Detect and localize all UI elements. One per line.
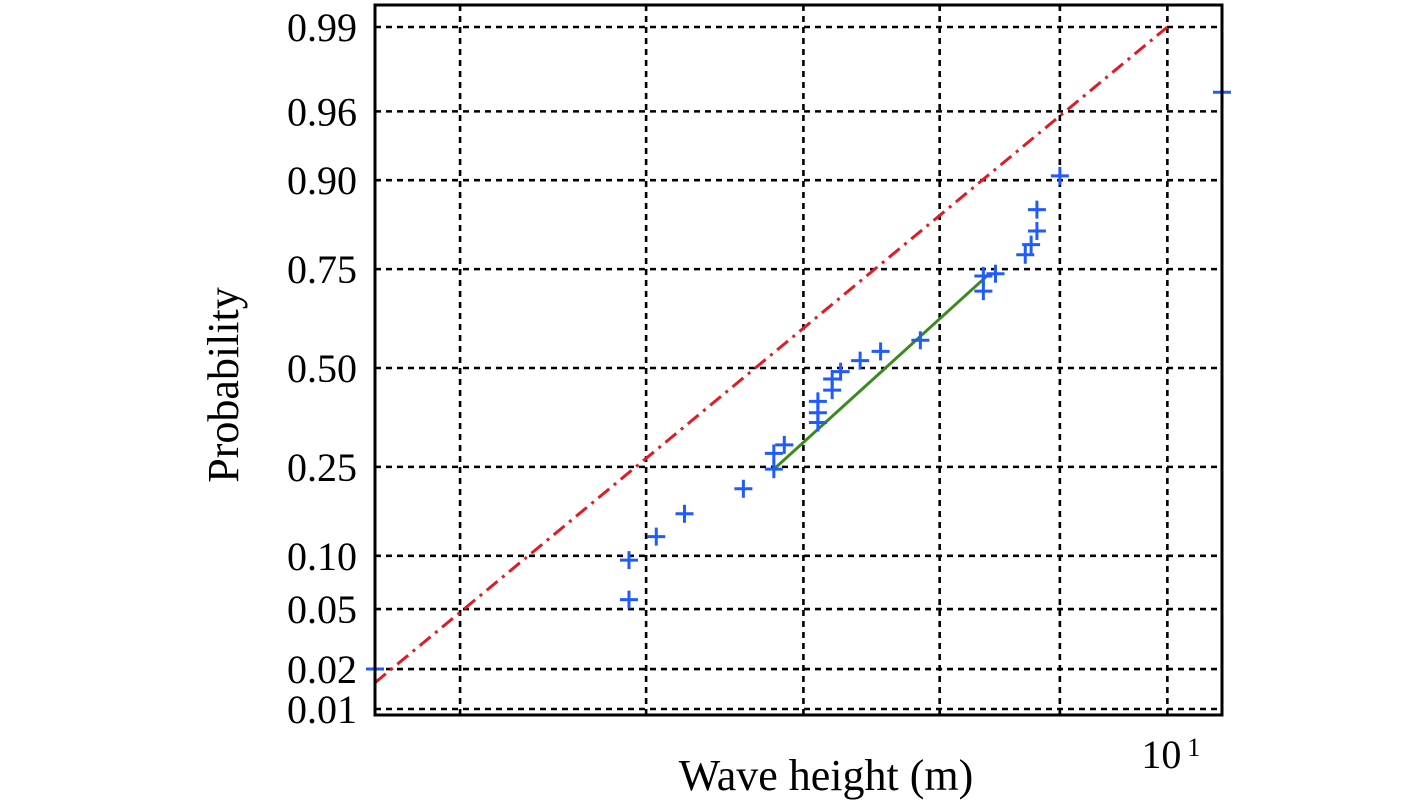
y-axis-title: Probability: [199, 287, 248, 483]
data-point: [1022, 235, 1041, 254]
data-point: [619, 551, 638, 570]
data-point: [871, 342, 890, 361]
x-tick-labels: 10 1: [1141, 732, 1200, 777]
fit-lines: [374, 25, 1169, 684]
y-tick-label: 0.10: [287, 534, 357, 579]
data-point: [974, 282, 993, 301]
fitted-segment-line: [772, 272, 991, 471]
plot-frame: [373, 3, 1224, 717]
data-point: [734, 479, 753, 498]
y-tick-label: 0.01: [287, 687, 357, 732]
data-point: [775, 435, 794, 454]
data-point: [1050, 166, 1069, 185]
data-point: [974, 266, 993, 285]
data-point: [619, 590, 638, 609]
data-point: [675, 504, 694, 523]
data-point: [831, 362, 850, 381]
y-tick-label: 0.99: [287, 5, 357, 50]
data-point: [851, 351, 870, 370]
reference-fit-line: [374, 25, 1169, 684]
y-tick-label: 0.05: [287, 587, 357, 632]
data-point: [808, 392, 827, 411]
y-tick-label: 0.96: [287, 89, 357, 134]
x-axis-title: Wave height (m): [679, 751, 974, 800]
data-point: [1016, 245, 1035, 264]
data-point: [911, 331, 930, 350]
data-point: [647, 527, 666, 546]
data-point: [1027, 222, 1046, 241]
x-tick-exponent: 1: [1187, 733, 1200, 762]
data-point: [764, 460, 783, 479]
y-tick-label: 0.50: [287, 346, 357, 391]
data-point: [1027, 200, 1046, 219]
y-tick-label: 0.25: [287, 445, 357, 490]
y-tick-labels: 0.010.02 0.05 0.10 0.25 0.50 0.75 0.90 0.96 0.99: [287, 5, 357, 732]
data-markers: [366, 83, 1231, 679]
grid-lines: [375, 5, 1222, 715]
data-point: [986, 264, 1005, 283]
data-point: [764, 444, 783, 463]
x-tick-label: 10: [1141, 732, 1181, 777]
y-tick-label: 0.90: [287, 158, 357, 203]
y-tick-label: 0.02: [287, 647, 357, 692]
y-tick-label: 0.75: [287, 247, 357, 292]
